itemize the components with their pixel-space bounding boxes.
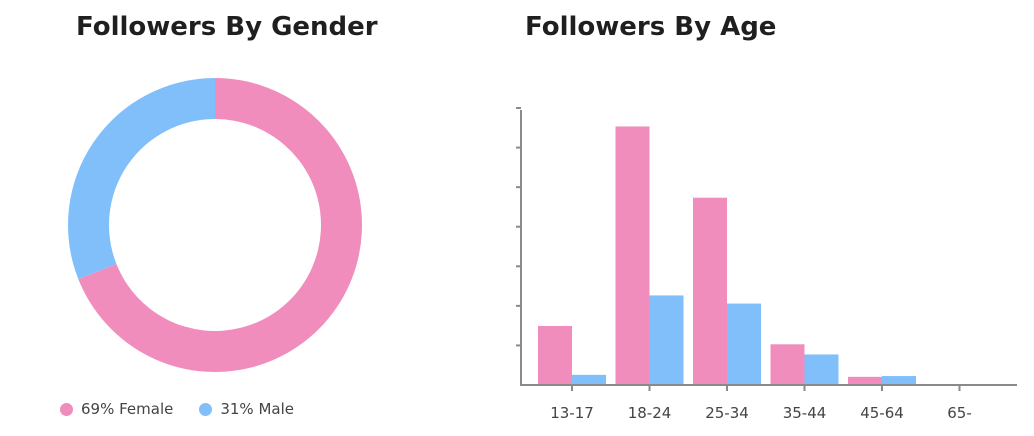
x-tick-label: 65-	[947, 404, 972, 422]
legend-item-female: 69% Female	[60, 400, 173, 418]
bar-female-45-64	[848, 376, 882, 385]
bar-male-45-64	[882, 376, 916, 385]
legend-label-female: 69% Female	[81, 400, 174, 418]
donut-slice-male	[67, 78, 215, 280]
gender-donut-chart	[67, 78, 362, 372]
bar-female-35-44	[770, 344, 805, 385]
bar-male-35-44	[804, 354, 839, 385]
bar-female-25-34	[693, 197, 727, 385]
gender-chart-title: Followers By Gender	[76, 12, 378, 42]
x-tick-label: 35-44	[783, 404, 827, 422]
bar-male-25-34	[727, 303, 761, 385]
legend-label-male: 31% Male	[220, 400, 294, 418]
legend-item-male: 31% Male	[199, 400, 294, 418]
x-tick-label: 45-64	[860, 404, 904, 422]
bar-female-18-24	[615, 126, 650, 385]
bar-male-13-17	[572, 374, 606, 385]
age-chart-title: Followers By Age	[525, 12, 777, 42]
age-bar-chart: 13-17 18-24 25-34 35-44 45-64 65-	[516, 107, 1017, 422]
legend-swatch-male	[199, 402, 213, 416]
legend-swatch-female	[60, 402, 73, 416]
gender-legend: 69% Female 31% Male	[60, 400, 294, 418]
x-tick-label: 25-34	[705, 404, 749, 422]
bar-male-18-24	[649, 295, 684, 385]
bar-female-13-17	[538, 325, 572, 385]
x-tick-label: 13-17	[550, 404, 594, 422]
x-tick-label: 18-24	[628, 404, 672, 422]
